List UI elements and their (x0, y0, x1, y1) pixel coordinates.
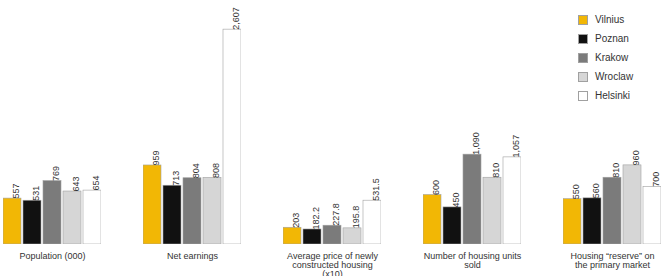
svg-text:Net earnings: Net earnings (167, 251, 219, 261)
svg-text:Population (000): Population (000) (19, 251, 85, 261)
svg-text:560: 560 (591, 183, 601, 198)
html-text:Wroclaw: Wroclaw (595, 71, 634, 82)
svg-text:700: 700 (651, 172, 661, 187)
svg-text:769: 769 (51, 166, 61, 181)
svg-text:654: 654 (91, 176, 101, 191)
html-text:Poznan: Poznan (595, 33, 629, 44)
html-text:Krakow: Krakow (595, 52, 629, 63)
svg-text:227.8: 227.8 (331, 203, 341, 226)
svg-text:808: 808 (211, 163, 221, 178)
html-text:Vilnius: Vilnius (595, 14, 625, 25)
svg-text:810: 810 (491, 163, 501, 178)
svg-text:Average price of newlyconstruc: Average price of newlyconstructed housin… (287, 251, 378, 276)
svg-text:531.5: 531.5 (371, 178, 381, 201)
svg-text:550: 550 (571, 184, 581, 199)
svg-text:182.2: 182.2 (311, 207, 321, 230)
svg-text:959: 959 (151, 150, 161, 165)
svg-text:531: 531 (31, 186, 41, 201)
svg-text:713: 713 (171, 171, 181, 186)
svg-text:1,090: 1,090 (471, 132, 481, 155)
svg-text:557: 557 (11, 184, 21, 199)
svg-text:Number of housing unitssold: Number of housing unitssold (424, 251, 522, 270)
svg-text:810: 810 (611, 163, 621, 178)
svg-text:643: 643 (71, 176, 81, 191)
svg-text:960: 960 (631, 150, 641, 165)
svg-text:1,057: 1,057 (511, 135, 521, 158)
svg-text:450: 450 (451, 192, 461, 207)
svg-text:804: 804 (191, 163, 201, 178)
svg-text:2,607: 2,607 (231, 7, 241, 30)
svg-text:Housing “reserve” onthe primar: Housing “reserve” onthe primary market (570, 251, 654, 270)
html-text:Helsinki: Helsinki (595, 90, 630, 101)
svg-text:195.8: 195.8 (351, 206, 361, 229)
svg-text:203: 203 (291, 213, 301, 228)
svg-text:600: 600 (431, 180, 441, 195)
